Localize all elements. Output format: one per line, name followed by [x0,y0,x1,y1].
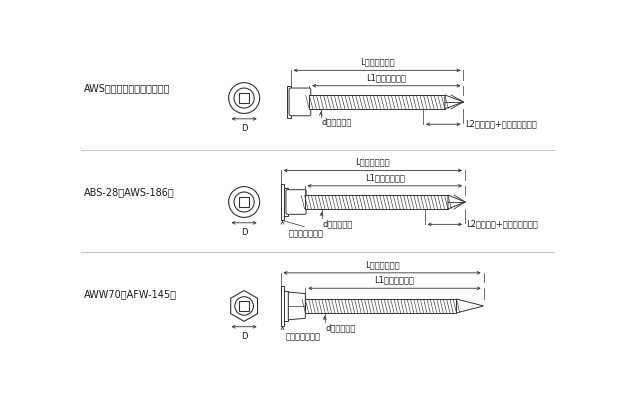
Text: L1（ネジ長さ）: L1（ネジ長さ） [365,173,405,182]
Text: L（首下長さ）: L（首下長さ） [355,158,390,166]
Text: シールマスター: シールマスター [286,332,321,341]
Text: L（首下長さ）: L（首下長さ） [360,58,394,66]
Text: ABS-28～AWS-186用: ABS-28～AWS-186用 [84,187,174,197]
Bar [280,184,285,220]
Polygon shape [288,292,306,320]
FancyBboxPatch shape [286,190,306,214]
Bar [304,195,448,209]
Polygon shape [448,195,465,209]
Text: L1（ネジ長さ）: L1（ネジ長さ） [374,275,414,284]
Text: AWS－４０ロングポイント用: AWS－４０ロングポイント用 [84,83,170,93]
Text: D: D [241,228,247,237]
Text: d（ネジ径）: d（ネジ径） [322,117,352,126]
Text: L2（ドリル+不完全ネジ部）: L2（ドリル+不完全ネジ部） [465,120,537,129]
Text: d（ネジ径）: d（ネジ径） [322,219,353,228]
Text: AWW70～AFW-145用: AWW70～AFW-145用 [84,290,177,299]
Text: シールマスター: シールマスター [289,230,324,239]
Polygon shape [445,95,463,109]
Bar [286,86,291,118]
Text: L1（ネジ長さ）: L1（ネジ長さ） [366,73,406,82]
Bar [285,188,288,216]
Bar [309,95,445,109]
Bar [306,299,456,313]
Polygon shape [456,299,484,313]
Text: D: D [241,124,247,133]
Text: L（首下長さ）: L（首下長さ） [365,260,399,269]
Text: L2（ドリル+不完全ネジ部）: L2（ドリル+不完全ネジ部） [467,220,538,229]
FancyBboxPatch shape [289,88,311,116]
Bar [280,286,285,326]
Text: D: D [241,332,247,341]
Bar [285,290,288,321]
Text: d（ネジ径）: d（ネジ径） [326,323,356,332]
